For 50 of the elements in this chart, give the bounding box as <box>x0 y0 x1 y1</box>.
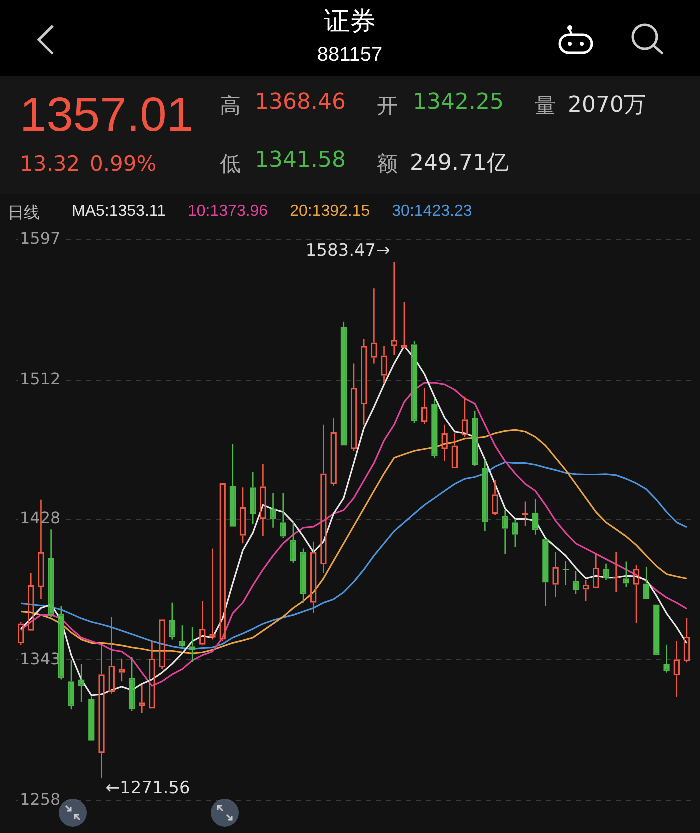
text: 1357.01 <box>20 88 194 143</box>
candlestick <box>572 570 580 595</box>
text: 量 <box>535 93 556 120</box>
text: 13.32 <box>20 152 80 176</box>
text: 1341.58 <box>255 148 346 173</box>
annotation: 1583.47→ <box>306 240 390 261</box>
candlestick <box>58 606 65 680</box>
legend-title: 日线 <box>8 204 40 224</box>
candlestick <box>270 492 276 529</box>
candlestick <box>48 528 54 618</box>
candlestick <box>512 518 519 548</box>
text: 高 <box>220 93 241 120</box>
chart-title: 证券 <box>323 6 377 39</box>
candlestick <box>250 471 256 526</box>
candlestick <box>128 656 136 712</box>
candlestick <box>502 510 508 555</box>
text: 低 <box>220 151 241 178</box>
candlestick <box>280 492 286 539</box>
text: 20:1392.15 <box>290 203 370 222</box>
candlestick <box>482 459 488 532</box>
text: 额 <box>377 151 398 178</box>
text: 1368.46 <box>255 90 346 115</box>
y-tick-label: 1343 <box>20 649 61 668</box>
candlestick <box>189 626 196 664</box>
text: 开 <box>377 93 398 120</box>
y-tick-label: 1512 <box>20 370 61 389</box>
text: 30:1423.23 <box>392 203 472 222</box>
text: 0.99% <box>90 152 157 176</box>
candlestick <box>643 566 650 600</box>
annotation: ←1271.56 <box>106 778 190 798</box>
candlestick <box>290 522 297 564</box>
candlestick <box>169 602 176 640</box>
candlestick <box>532 498 539 536</box>
candlestick <box>542 539 549 608</box>
candlestick <box>88 696 95 741</box>
candlestick <box>300 548 307 604</box>
candlestick <box>603 563 610 581</box>
y-tick-label: 1258 <box>20 790 61 810</box>
text: 2070万 <box>568 92 646 120</box>
chart-subtitle: 881157 <box>316 44 384 67</box>
candlestick <box>562 560 570 586</box>
text: MA5:1353.11 <box>72 203 166 222</box>
candlestick <box>664 644 670 674</box>
candlestick <box>432 398 438 459</box>
text: 10:1373.96 <box>188 203 268 222</box>
candlestick <box>68 660 75 710</box>
candlestick <box>230 443 236 527</box>
text: 249.71亿 <box>410 150 509 178</box>
text: 1342.25 <box>413 90 504 115</box>
y-tick-label: 1597 <box>20 228 61 248</box>
